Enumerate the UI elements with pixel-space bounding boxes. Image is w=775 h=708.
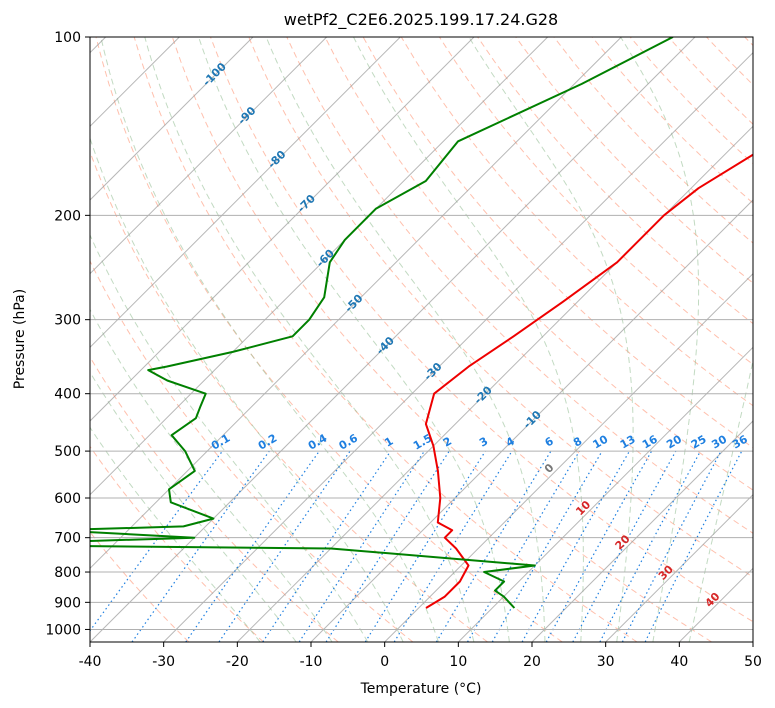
y-tick-label: 500 xyxy=(54,444,81,460)
y-tick-label: 700 xyxy=(54,531,81,547)
mixing-ratio-line xyxy=(262,450,392,642)
isotherm-line xyxy=(236,125,753,642)
x-axis-title: Temperature (°C) xyxy=(360,681,482,697)
dry-adiabat-line xyxy=(210,37,753,623)
x-tick-label: 0 xyxy=(380,654,389,670)
isotherm-line xyxy=(90,37,401,349)
x-tick-label: 20 xyxy=(523,654,541,670)
isotherms xyxy=(90,37,753,642)
mixing-ratio-line xyxy=(572,450,677,642)
isotherm-line xyxy=(163,51,753,642)
dry-adiabat-line xyxy=(90,445,264,642)
isotherm-line xyxy=(605,493,753,642)
y-axis: 100 200 300 400 500 600 700 800 900 1000 xyxy=(45,30,90,638)
sounding-series xyxy=(90,37,753,609)
plot-frame xyxy=(89,36,754,643)
dry-adiabat-line xyxy=(95,37,563,642)
isotherm-line xyxy=(90,37,696,642)
plot-area: -100-90-80-70-60-50-40-30-20-10 0.1 0.2 0.… xyxy=(90,37,753,642)
dry-adiabat-line xyxy=(515,37,753,284)
pressure-gridlines xyxy=(90,37,753,630)
dry-adiabat-line xyxy=(133,37,638,642)
moist-adiabat-line xyxy=(688,358,753,642)
moist-adiabat-line xyxy=(198,37,510,642)
y-tick-label: 800 xyxy=(54,565,81,581)
dry-adiabat-line xyxy=(90,259,414,642)
y-axis-title: Pressure (hPa) xyxy=(12,289,28,389)
isotherm-line xyxy=(384,272,753,642)
dry-adiabat-line xyxy=(286,37,753,534)
moist-adiabat-line xyxy=(144,37,475,642)
isotherm-line xyxy=(310,199,753,642)
temperature-profile-line xyxy=(424,153,753,609)
x-tick-label: -30 xyxy=(152,654,175,670)
mixing-ratio-lines xyxy=(90,450,743,642)
dry-adiabat-line xyxy=(324,37,753,491)
x-tick-label: 30 xyxy=(597,654,615,670)
mixing-ratio-line xyxy=(364,450,486,642)
dewpoint-profile-line xyxy=(90,37,674,609)
y-tick-label: 200 xyxy=(54,208,81,224)
x-tick-label: -20 xyxy=(226,654,249,670)
mixing-ratio-line xyxy=(218,450,351,642)
chart-title: wetPf2_C2E6.2025.199.17.24.G28 xyxy=(284,10,558,30)
isotherm-line xyxy=(90,37,549,496)
y-tick-label: 1000 xyxy=(45,622,81,638)
y-tick-label: 300 xyxy=(54,313,81,329)
mixing-ratio-line xyxy=(599,450,702,642)
x-tick-label: -10 xyxy=(300,654,323,670)
moist-adiabat-line xyxy=(90,233,369,642)
x-tick-label: -40 xyxy=(79,654,102,670)
mixing-ratio-line xyxy=(325,450,450,642)
mixing-ratio-line xyxy=(393,450,513,642)
isotherm-line xyxy=(90,37,475,422)
moist-adiabat-line xyxy=(353,37,584,642)
x-tick-label: 10 xyxy=(449,654,467,670)
moist-adiabat-line xyxy=(90,308,333,642)
isotherm-line xyxy=(531,420,753,642)
mixing-ratio-line xyxy=(298,450,425,642)
dry-adiabat-line xyxy=(171,37,712,642)
x-tick-label: 40 xyxy=(670,654,688,670)
moist-adiabats xyxy=(90,37,753,642)
moist-adiabat-line xyxy=(90,371,297,642)
y-tick-label: 100 xyxy=(54,30,81,46)
moist-adiabat-line xyxy=(100,37,439,642)
moist-adiabat-line xyxy=(620,37,700,642)
mixing-ratio-line xyxy=(435,450,552,642)
y-tick-label: 400 xyxy=(54,387,81,403)
mixing-ratio-line xyxy=(185,450,320,642)
isotherm-line xyxy=(90,37,328,275)
y-tick-label: 900 xyxy=(54,595,81,611)
x-axis: -40 -30 -20 -10 0 10 20 30 40 50 xyxy=(79,642,762,670)
moist-adiabat-line xyxy=(265,37,546,642)
isotherm-line xyxy=(90,37,254,201)
x-tick-label: 50 xyxy=(744,654,762,670)
isotherm-line xyxy=(457,346,753,642)
isotherm-line xyxy=(90,37,622,570)
mixing-ratio-labels: 0.1 0.2 0.4 0.6 1 1.5 2 3 4 6 8 10 13 16 20 25 30 36 xyxy=(209,431,750,452)
moist-adiabat-line xyxy=(90,426,261,642)
dry-adiabat-line xyxy=(248,37,753,578)
moist-adiabat-line xyxy=(90,136,404,642)
y-tick-label: 600 xyxy=(54,491,81,507)
